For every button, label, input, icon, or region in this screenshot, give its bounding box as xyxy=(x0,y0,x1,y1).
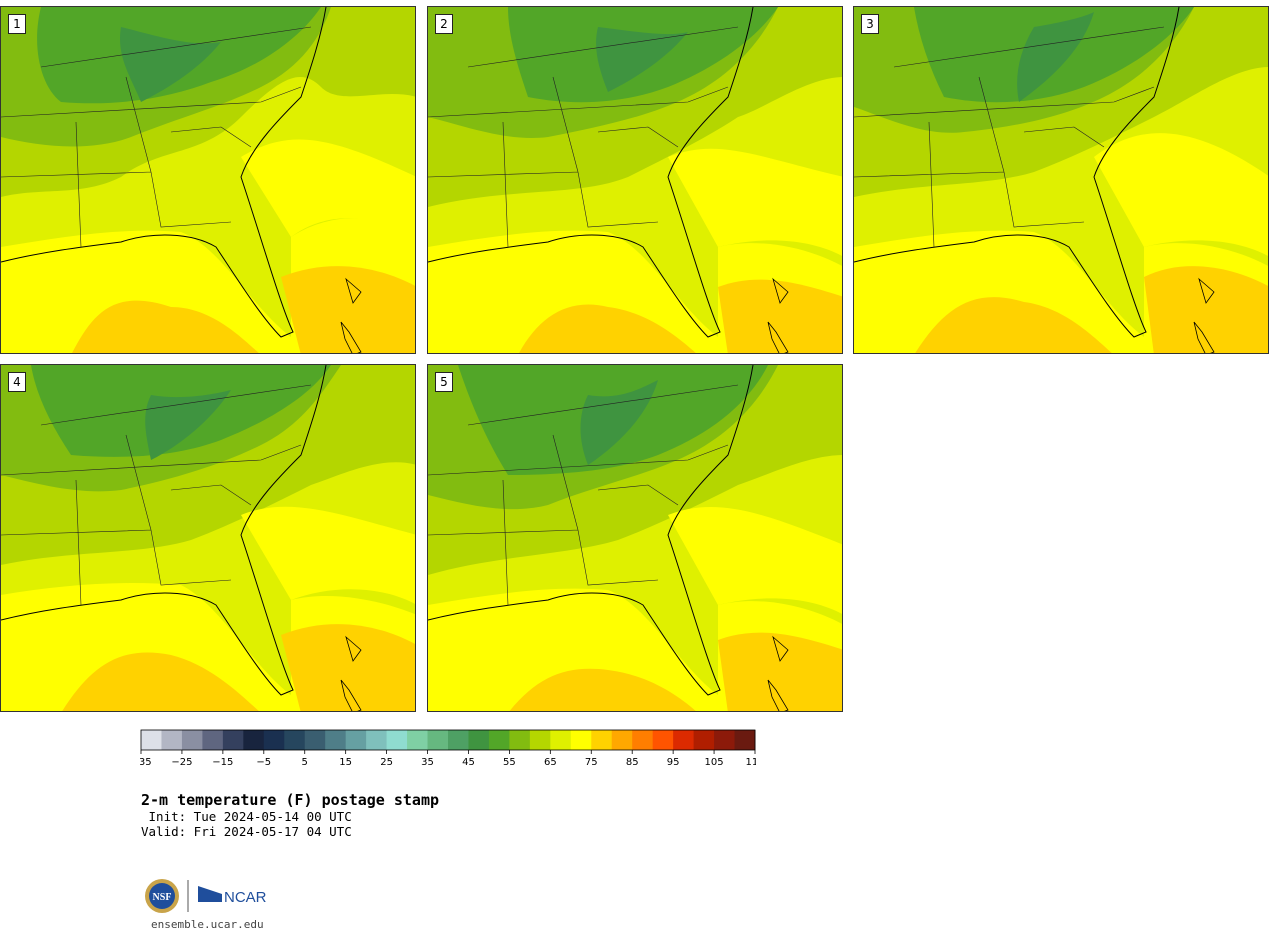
svg-text:NCAR: NCAR xyxy=(224,889,267,906)
colorbar-segment xyxy=(366,730,388,750)
colorbar-tick-label: 15 xyxy=(339,757,352,768)
colorbar-tick-label: 5 xyxy=(302,757,308,768)
colorbar-segment xyxy=(161,730,183,750)
colorbar-tick-label: 75 xyxy=(585,757,598,768)
colorbar-segment xyxy=(488,730,510,750)
colorbar-segment xyxy=(693,730,715,750)
colorbar-segment xyxy=(570,730,592,750)
colorbar-segment xyxy=(181,730,203,750)
colorbar-segment xyxy=(222,730,244,750)
colorbar-tick-label: −25 xyxy=(171,757,192,768)
map-panel-3: 3 xyxy=(853,6,1269,354)
colorbar-segment xyxy=(714,730,736,750)
panel-number-label: 5 xyxy=(435,372,453,392)
colorbar-segment xyxy=(304,730,326,750)
colorbar-segment xyxy=(325,730,347,750)
temperature-map xyxy=(428,365,842,711)
colorbar-segment xyxy=(243,730,265,750)
ncar-logo: NCAR xyxy=(198,886,267,906)
panel-number-label: 3 xyxy=(861,14,879,34)
colorbar-segment xyxy=(345,730,367,750)
colorbar-segment xyxy=(673,730,695,750)
colorbar-tick-label: 95 xyxy=(667,757,680,768)
colorbar-tick-label: −35 xyxy=(140,757,152,768)
nsf-ncar-logos: NSF NCAR xyxy=(145,879,267,913)
temperature-map xyxy=(1,7,415,353)
svg-text:NSF: NSF xyxy=(153,892,172,903)
colorbar-tick-label: 65 xyxy=(544,757,557,768)
colorbar-tick-label: 45 xyxy=(462,757,475,768)
panel-number-label: 2 xyxy=(435,14,453,34)
colorbar-tick-label: 85 xyxy=(626,757,639,768)
valid-time: Valid: Fri 2024-05-17 04 UTC xyxy=(141,824,352,839)
colorbar-segment xyxy=(427,730,449,750)
colorbar-tick-label: 55 xyxy=(503,757,516,768)
map-panel-4: 4 xyxy=(0,364,416,712)
colorbar-tick-label: 35 xyxy=(421,757,434,768)
colorbar-segment xyxy=(529,730,551,750)
colorbar-segment xyxy=(407,730,429,750)
colorbar-segment xyxy=(550,730,572,750)
map-panel-5: 5 xyxy=(427,364,843,712)
colorbar-tick-label: 115 xyxy=(745,757,756,768)
temperature-map xyxy=(854,7,1268,353)
temperature-map xyxy=(428,7,842,353)
colorbar-segment xyxy=(632,730,654,750)
panel-number-label: 4 xyxy=(8,372,26,392)
colorbar-segment xyxy=(386,730,408,750)
colorbar: −35 −25 −15 −5 5 15 25 35 45 55 65 75 85 95 105 115 xyxy=(140,729,756,768)
colorbar-segment xyxy=(468,730,490,750)
colorbar-segment xyxy=(509,730,531,750)
temperature-map xyxy=(1,365,415,711)
colorbar-tick-label: 105 xyxy=(705,757,724,768)
plot-title: 2-m temperature (F) postage stamp xyxy=(141,791,440,809)
colorbar-tick-label: −15 xyxy=(212,757,233,768)
colorbar-segment xyxy=(611,730,633,750)
map-panel-2: 2 xyxy=(427,6,843,354)
colorbar-segment xyxy=(284,730,306,750)
colorbar-border xyxy=(140,729,756,751)
nsf-logo: NSF xyxy=(145,879,179,913)
colorbar-segment xyxy=(448,730,469,750)
colorbar-tick-label: −5 xyxy=(256,757,271,768)
colorbar-segment xyxy=(591,730,613,750)
map-panel-1: 1 xyxy=(0,6,416,354)
colorbar-segment xyxy=(734,730,756,750)
colorbar-segment xyxy=(141,730,162,750)
panel-number-label: 1 xyxy=(8,14,26,34)
colorbar-segment xyxy=(652,730,674,750)
colorbar-tick-label: 25 xyxy=(380,757,393,768)
init-time: Init: Tue 2024-05-14 00 UTC xyxy=(141,809,352,824)
colorbar-segment xyxy=(202,730,224,750)
site-url: ensemble.ucar.edu xyxy=(151,918,264,931)
colorbar-segment xyxy=(263,730,285,750)
